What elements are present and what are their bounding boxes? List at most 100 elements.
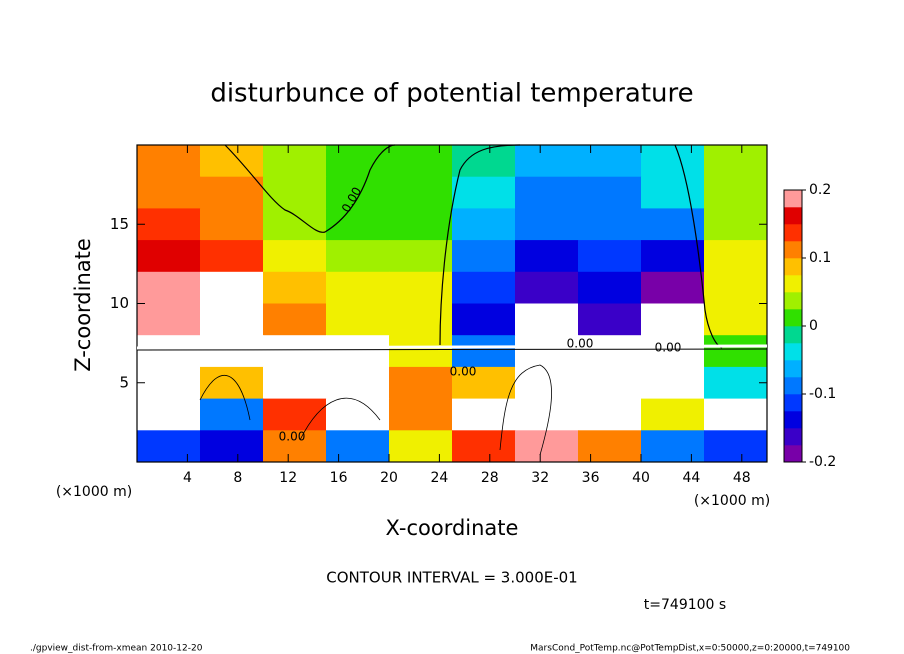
cell: [515, 208, 579, 241]
chart-title: disturbunce of potential temperature: [210, 79, 693, 109]
colorbar-tick-label: 0.1: [809, 250, 831, 266]
contour-line: [499, 364, 552, 456]
cell: [641, 430, 705, 463]
cell: [515, 398, 579, 431]
cell: [137, 145, 201, 178]
cell: [200, 145, 264, 178]
cell: [452, 335, 516, 368]
cell: [200, 208, 264, 241]
cell: [263, 145, 327, 178]
cell: [641, 398, 705, 431]
x-tick-label: 32: [531, 470, 549, 486]
cell: [452, 398, 516, 431]
cell: [578, 398, 642, 431]
cell: [263, 271, 327, 304]
cell: [515, 366, 579, 400]
cell: [137, 271, 201, 304]
colorbar-tick-label: 0: [809, 318, 818, 334]
cell: [200, 398, 264, 431]
contours: [136, 144, 768, 456]
cell: [641, 240, 705, 273]
cell: [704, 176, 768, 209]
contour-label: 0.00: [567, 337, 594, 351]
cell: [641, 335, 705, 368]
colorbar-bin: [784, 241, 802, 259]
contour-line: [136, 348, 768, 351]
cell: [137, 366, 201, 400]
cell: [515, 271, 579, 304]
cell: [452, 366, 516, 400]
colorbar-bin: [784, 275, 802, 293]
cell: [389, 398, 453, 431]
cell: [452, 303, 516, 336]
cell: [578, 366, 642, 400]
colorbar-bin: [784, 360, 802, 378]
y-tick-label: 15: [110, 215, 129, 233]
cell: [704, 335, 768, 368]
cell: [578, 240, 642, 273]
colorbar-tick-label: 0.2: [809, 182, 831, 198]
y-axis-label: Z-coordinate: [71, 238, 95, 372]
cell: [200, 366, 264, 400]
cell: [326, 208, 390, 241]
cell: [137, 430, 201, 463]
colorbar-bin: [784, 445, 802, 463]
cell: [389, 303, 453, 336]
colorbar-bin: [784, 258, 802, 276]
cell: [641, 271, 705, 304]
colorbar-bin: [784, 292, 802, 310]
cell: [704, 240, 768, 273]
cell: [326, 240, 390, 273]
x-tick-label: 12: [279, 470, 297, 486]
x-tick-label: 44: [682, 470, 700, 486]
cell: [137, 208, 201, 241]
footer-right: MarsCond_PotTemp.nc@PotTempDist,x=0:5000…: [530, 644, 850, 654]
cell: [137, 240, 201, 273]
cell: [452, 271, 516, 304]
cell: [263, 240, 327, 273]
cell: [515, 176, 579, 209]
cell: [515, 240, 579, 273]
cell: [704, 398, 768, 431]
colorbar-bin: [784, 326, 802, 344]
cell: [452, 145, 516, 178]
cell: [641, 303, 705, 336]
colorbar-bin: [784, 190, 802, 208]
cell: [326, 145, 390, 178]
cell: [641, 208, 705, 241]
cell: [263, 303, 327, 336]
interface-line: [136, 344, 768, 350]
cell: [137, 335, 201, 368]
cell: [578, 303, 642, 336]
cell: [578, 176, 642, 209]
cell: [200, 430, 264, 463]
cell: [704, 208, 768, 241]
cell: [326, 303, 390, 336]
cell: [326, 176, 390, 209]
colorbar-bin: [784, 428, 802, 446]
colorbar-tick-label: -0.2: [809, 454, 836, 470]
cell: [200, 271, 264, 304]
cell: [452, 430, 516, 463]
x-unit-label: (×1000 m): [56, 484, 132, 500]
cell: [389, 430, 453, 463]
contour-line: [674, 144, 723, 349]
cell: [200, 335, 264, 368]
cell: [704, 145, 768, 178]
x-tick-label: 36: [582, 470, 600, 486]
cell: [641, 145, 705, 178]
cell: [200, 176, 264, 209]
cell: [389, 335, 453, 368]
cell: [704, 303, 768, 336]
x-tick-label: 28: [481, 470, 499, 486]
cell: [578, 335, 642, 368]
cell: [515, 145, 579, 178]
cell: [641, 176, 705, 209]
cell: [326, 335, 390, 368]
colorbar-bin: [784, 377, 802, 395]
footer-left: ./gpview_dist-from-xmean 2010-12-20: [30, 644, 203, 654]
cell: [137, 303, 201, 336]
cell: [704, 430, 768, 463]
cell: [452, 208, 516, 241]
contour-label: 0.00: [450, 365, 477, 379]
